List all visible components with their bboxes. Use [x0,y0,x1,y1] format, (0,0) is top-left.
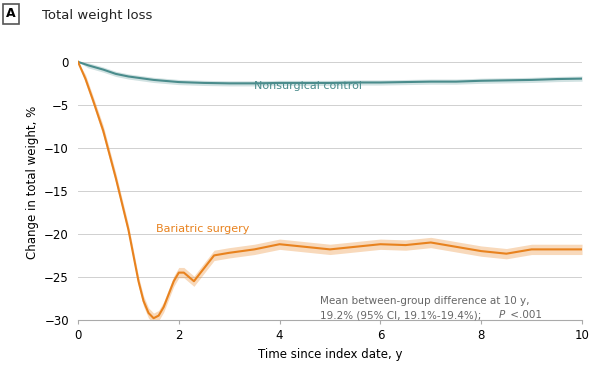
Text: A: A [6,7,16,20]
Text: Bariatric surgery: Bariatric surgery [156,224,250,234]
Text: Nonsurgical control: Nonsurgical control [254,81,362,92]
Text: 19.2% (95% CI, 19.1%-19.4%);: 19.2% (95% CI, 19.1%-19.4%); [320,311,485,320]
Text: P: P [499,311,505,320]
Text: <.001: <.001 [508,311,542,320]
Text: Total weight loss: Total weight loss [42,9,152,22]
X-axis label: Time since index date, y: Time since index date, y [258,347,402,360]
Text: Mean between-group difference at 10 y,: Mean between-group difference at 10 y, [320,296,529,306]
Y-axis label: Change in total weight, %: Change in total weight, % [26,106,38,259]
